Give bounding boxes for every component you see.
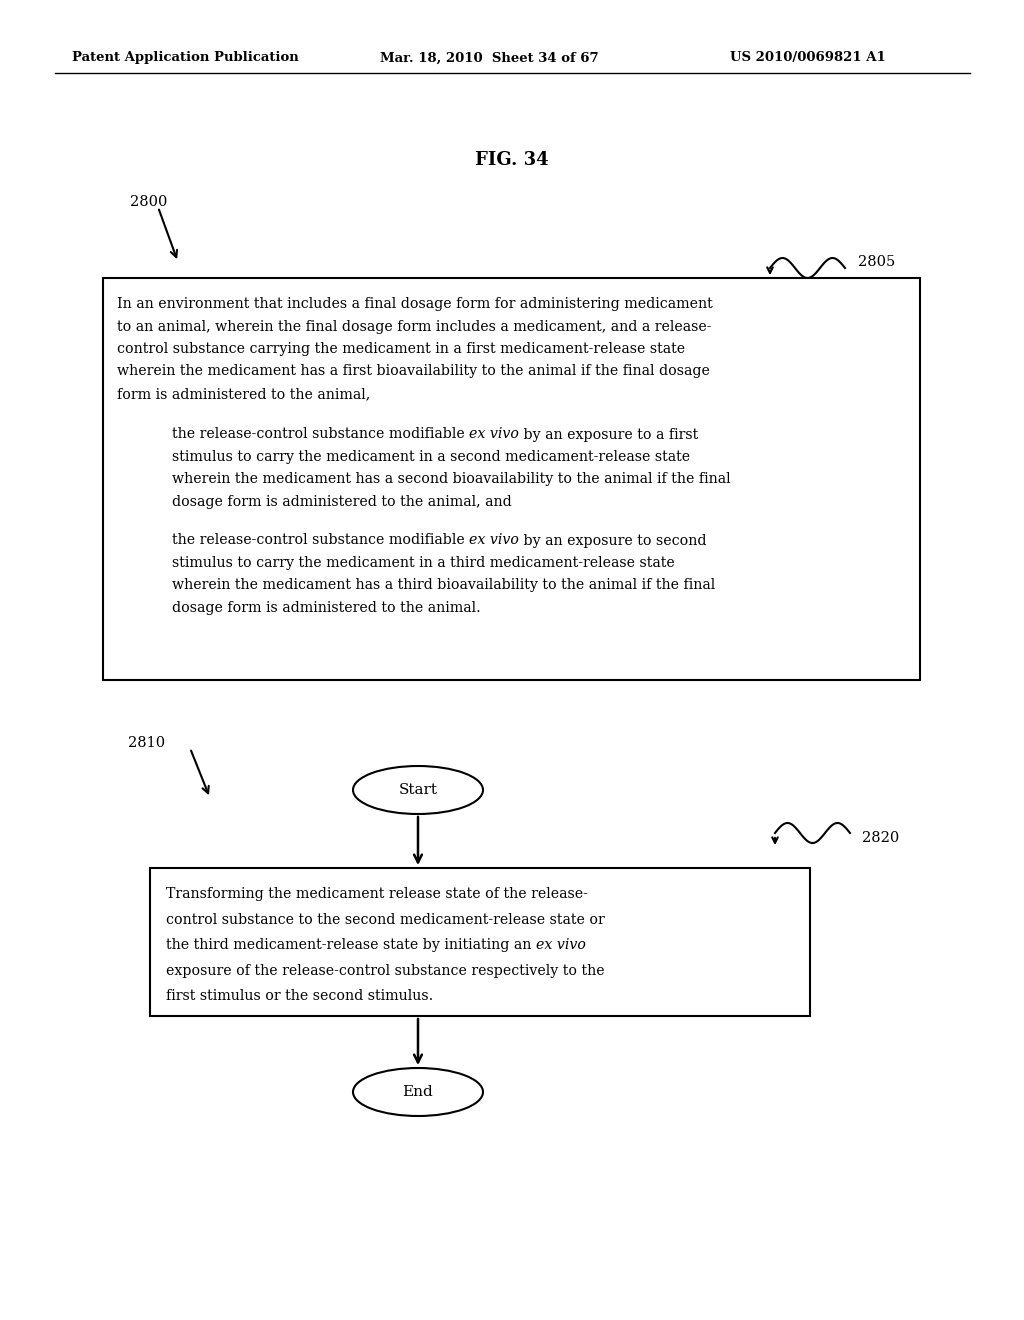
Text: Start: Start — [398, 783, 437, 797]
Text: stimulus to carry the medicament in a third medicament-release state: stimulus to carry the medicament in a th… — [172, 556, 675, 570]
Text: first stimulus or the second stimulus.: first stimulus or the second stimulus. — [166, 989, 433, 1003]
Text: Patent Application Publication: Patent Application Publication — [72, 51, 299, 65]
Text: the release-control substance modifiable: the release-control substance modifiable — [172, 428, 469, 441]
Text: exposure of the release-control substance respectively to the: exposure of the release-control substanc… — [166, 964, 604, 978]
Ellipse shape — [353, 1068, 483, 1115]
Text: dosage form is administered to the animal.: dosage form is administered to the anima… — [172, 601, 480, 615]
Text: to an animal, wherein the final dosage form includes a medicament, and a release: to an animal, wherein the final dosage f… — [117, 319, 712, 334]
Text: ex vivo: ex vivo — [469, 533, 519, 548]
Text: In an environment that includes a final dosage form for administering medicament: In an environment that includes a final … — [117, 297, 713, 312]
Text: 2810: 2810 — [128, 737, 165, 750]
Text: ex vivo: ex vivo — [536, 939, 586, 952]
Text: control substance carrying the medicament in a first medicament-release state: control substance carrying the medicamen… — [117, 342, 685, 356]
Bar — [103, 279, 920, 680]
Text: stimulus to carry the medicament in a second medicament-release state: stimulus to carry the medicament in a se… — [172, 450, 690, 465]
Text: FIG. 34: FIG. 34 — [475, 150, 549, 169]
Text: wherein the medicament has a first bioavailability to the animal if the final do: wherein the medicament has a first bioav… — [117, 364, 710, 379]
Text: End: End — [402, 1085, 433, 1100]
Text: ex vivo: ex vivo — [469, 428, 519, 441]
Bar — [150, 869, 810, 1016]
Ellipse shape — [353, 766, 483, 814]
Text: 2800: 2800 — [130, 195, 167, 209]
Text: control substance to the second medicament-release state or: control substance to the second medicame… — [166, 912, 605, 927]
Text: wherein the medicament has a third bioavailability to the animal if the final: wherein the medicament has a third bioav… — [172, 578, 715, 593]
Text: by an exposure to a first: by an exposure to a first — [519, 428, 698, 441]
Text: the release-control substance modifiable: the release-control substance modifiable — [172, 533, 469, 548]
Text: form is administered to the animal,: form is administered to the animal, — [117, 387, 371, 401]
Text: 2820: 2820 — [862, 832, 899, 845]
Text: dosage form is administered to the animal, and: dosage form is administered to the anima… — [172, 495, 512, 510]
Text: Transforming the medicament release state of the release-: Transforming the medicament release stat… — [166, 887, 588, 902]
Text: wherein the medicament has a second bioavailability to the animal if the final: wherein the medicament has a second bioa… — [172, 473, 731, 487]
Text: US 2010/0069821 A1: US 2010/0069821 A1 — [730, 51, 886, 65]
Text: Mar. 18, 2010  Sheet 34 of 67: Mar. 18, 2010 Sheet 34 of 67 — [380, 51, 599, 65]
Text: the third medicament-release state by initiating an: the third medicament-release state by in… — [166, 939, 536, 952]
Text: 2805: 2805 — [858, 255, 895, 269]
Text: by an exposure to second: by an exposure to second — [519, 533, 707, 548]
